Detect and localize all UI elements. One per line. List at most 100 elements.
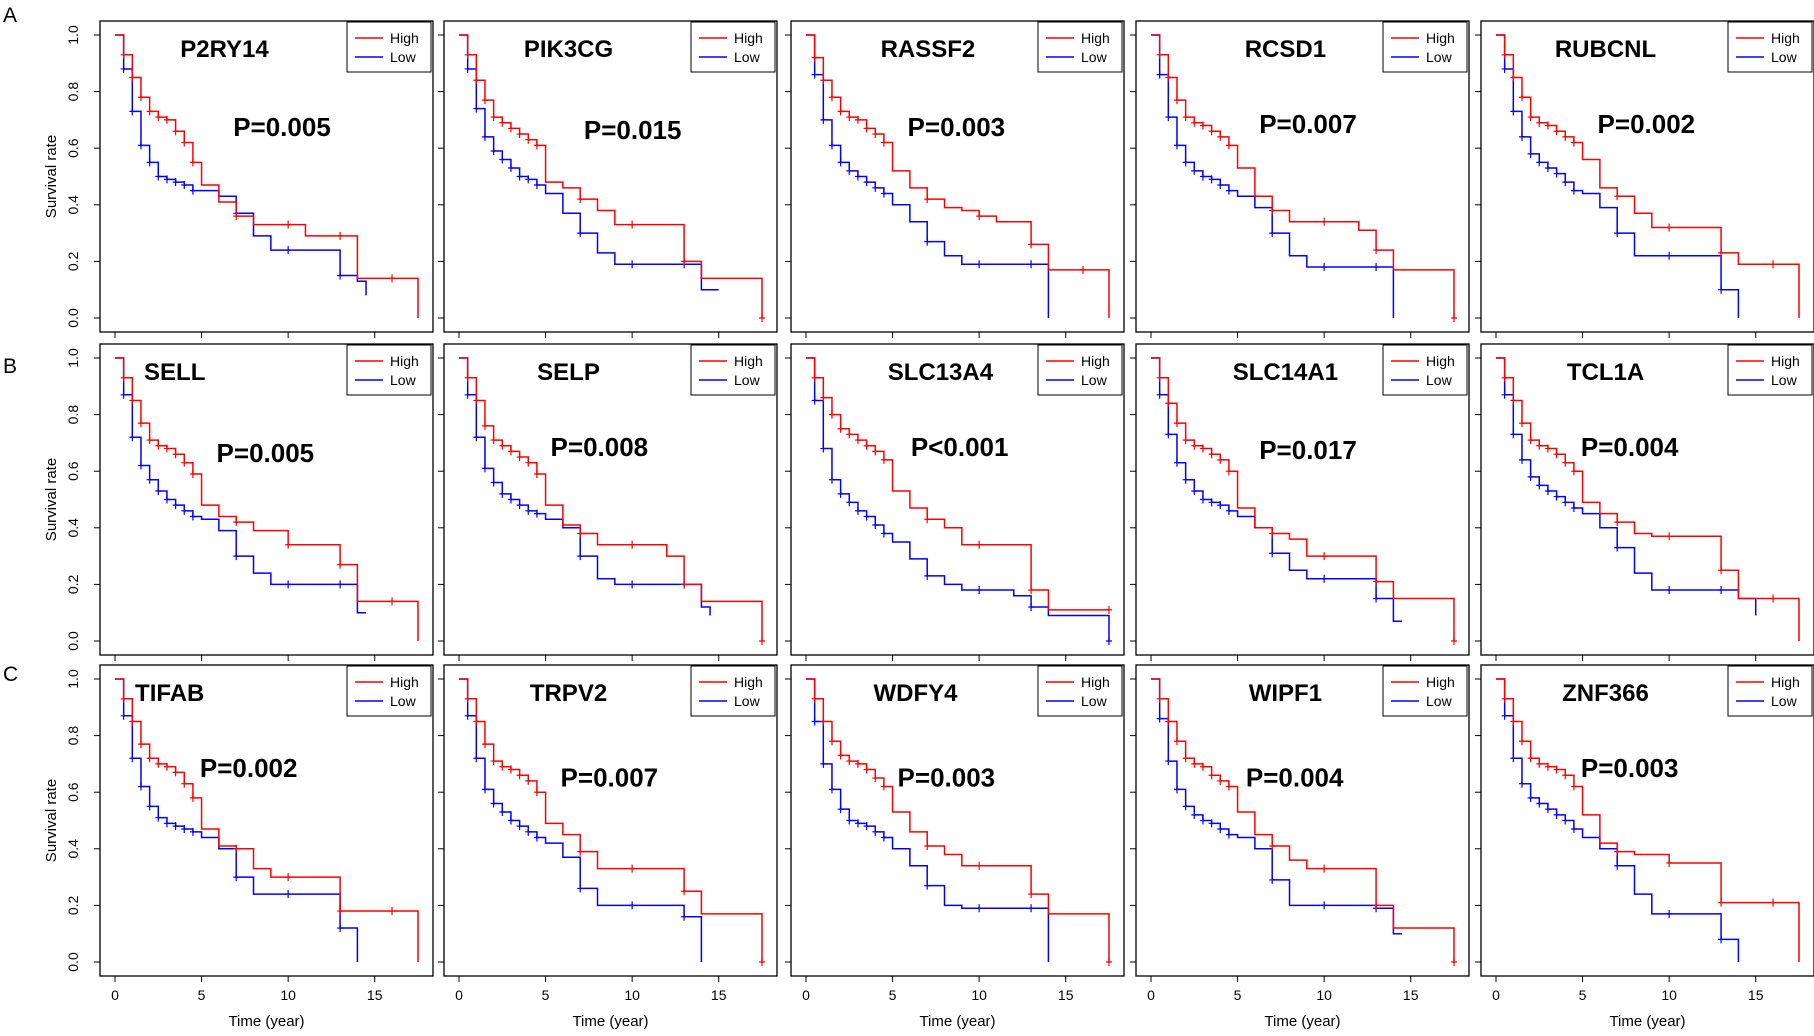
censor-mark — [163, 819, 170, 828]
censor-mark — [820, 717, 827, 726]
censor-mark — [811, 373, 818, 382]
censor-mark — [1321, 864, 1328, 873]
censor-mark — [1182, 113, 1189, 122]
censor-mark — [464, 390, 471, 399]
censor-mark — [837, 107, 844, 116]
censor-mark — [1570, 824, 1577, 833]
plot-frame — [1135, 20, 1470, 333]
km-panel-slc13a4: High Low SLC13A4 P<0.001 — [785, 343, 1125, 661]
legend-high-label: High — [1081, 353, 1110, 369]
censor-mark — [1544, 762, 1551, 771]
censor-mark — [1718, 586, 1725, 595]
censor-mark — [577, 529, 584, 538]
censor-mark — [828, 475, 835, 484]
censor-mark — [172, 450, 179, 459]
censor-mark — [120, 64, 127, 73]
censor-mark — [146, 158, 153, 167]
censor-mark — [181, 779, 188, 788]
y-tick-label: 1.0 — [65, 348, 81, 368]
censor-mark — [837, 489, 844, 498]
gene-title: PIK3CG — [524, 36, 613, 63]
censor-mark — [880, 455, 887, 464]
censor-mark — [1028, 586, 1035, 595]
censor-mark — [525, 135, 532, 144]
censor-mark — [516, 501, 523, 510]
censor-mark — [924, 515, 931, 524]
censor-mark — [924, 881, 931, 890]
gene-title: WDFY4 — [874, 680, 959, 707]
censor-mark — [1269, 206, 1276, 215]
censor-mark — [129, 107, 136, 116]
censor-mark — [1173, 458, 1180, 467]
y-tick-label: 0.8 — [65, 726, 81, 746]
censor-mark — [189, 470, 196, 479]
censor-mark — [1614, 229, 1621, 238]
censor-mark — [1156, 714, 1163, 723]
censor-mark — [1770, 260, 1777, 269]
censor-mark — [481, 464, 488, 473]
censor-mark — [516, 172, 523, 181]
km-curve-low — [806, 678, 1050, 962]
censor-mark — [872, 447, 879, 456]
censor-mark — [525, 506, 532, 515]
censor-mark — [1269, 841, 1276, 850]
censor-mark — [533, 788, 540, 797]
km-panel-slc14a1: High Low SLC14A1 P=0.017 — [1130, 343, 1470, 661]
legend-low-label: Low — [1426, 372, 1453, 388]
censor-mark — [1321, 263, 1328, 272]
censor-mark — [681, 887, 688, 896]
censor-mark — [1518, 93, 1525, 102]
censor-mark — [759, 637, 765, 645]
censor-mark — [525, 827, 532, 836]
censor-mark — [1321, 574, 1328, 583]
legend-low-label: Low — [734, 693, 761, 709]
row-letter-c: C — [3, 663, 18, 686]
km-panel-tifab: 0.0 0.2 0.4 0.6 0.8 1.0 Survival rate 0 5 10 15 Tim… — [43, 664, 434, 1030]
p-value-label: P=0.005 — [233, 112, 331, 142]
gene-title: RASSF2 — [881, 36, 976, 63]
censor-mark — [1536, 481, 1543, 490]
censor-mark — [863, 178, 870, 187]
x-tick-label: 5 — [1579, 987, 1587, 1003]
y-tick-label: 0.6 — [65, 461, 81, 481]
y-axis-label: Survival rate — [43, 458, 60, 541]
x-tick-label: 0 — [455, 987, 463, 1003]
censor-mark — [1156, 50, 1163, 59]
censor-mark — [820, 759, 827, 768]
censor-mark — [1518, 419, 1525, 428]
censor-mark — [1527, 754, 1534, 763]
plot-frame — [99, 343, 434, 656]
censor-mark — [1510, 717, 1517, 726]
km-panel-rubcnl: High Low RUBCNL P=0.002 — [1475, 20, 1814, 338]
censor-mark — [1217, 180, 1224, 189]
censor-mark — [828, 737, 835, 746]
censor-mark — [976, 540, 983, 549]
censor-mark — [1510, 396, 1517, 405]
censor-mark — [1518, 737, 1525, 746]
censor-mark — [533, 141, 540, 150]
censor-mark — [516, 771, 523, 780]
censor-mark — [1199, 444, 1206, 453]
censor-mark — [577, 229, 584, 238]
legend-high-label: High — [1426, 353, 1455, 369]
legend-high-label: High — [734, 30, 763, 46]
km-panel-trpv2: 0 5 10 15 Time (year) High Low TRPV2 P=0.007 — [438, 664, 778, 1030]
censor-mark — [181, 180, 188, 189]
censor-mark — [464, 64, 471, 73]
censor-mark — [1562, 458, 1569, 467]
p-value-label: P<0.001 — [911, 432, 1009, 462]
censor-mark — [163, 444, 170, 453]
gene-title: P2RY14 — [180, 36, 269, 63]
p-value-label: P=0.017 — [1259, 435, 1357, 465]
censor-mark — [1501, 390, 1508, 399]
censor-mark — [759, 958, 765, 966]
legend-high-label: High — [390, 353, 419, 369]
censor-mark — [129, 717, 136, 726]
censor-mark — [976, 586, 983, 595]
censor-mark — [464, 694, 471, 703]
plot-frame — [99, 664, 434, 977]
gene-title: RCSD1 — [1245, 36, 1326, 63]
censor-mark — [1666, 586, 1673, 595]
censor-mark — [499, 762, 506, 771]
censor-mark — [499, 489, 506, 498]
